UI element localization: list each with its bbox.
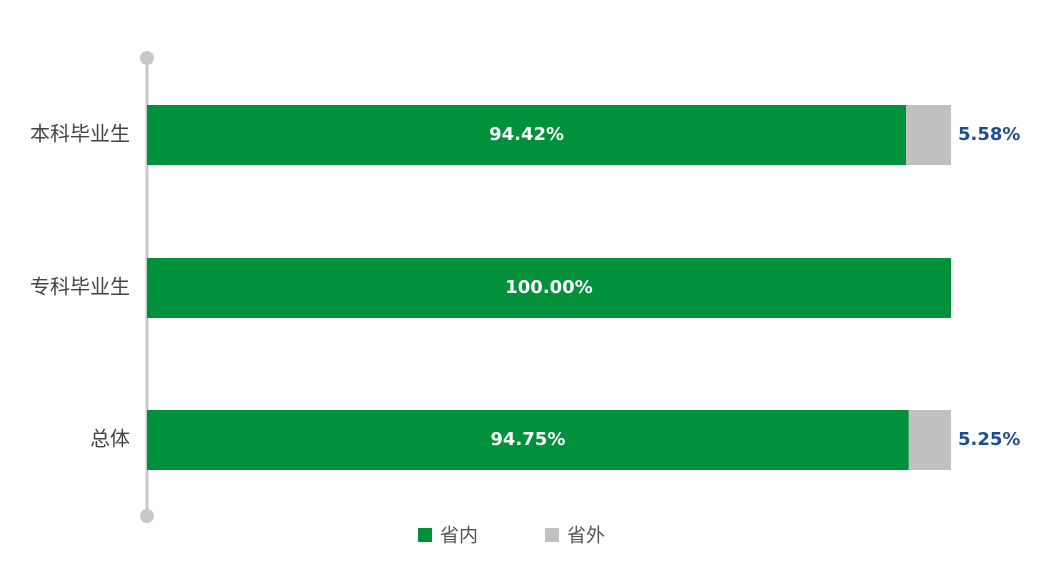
category-label: 专科毕业生 (30, 275, 130, 299)
bar-segment (906, 105, 951, 165)
value-label: 94.42% (489, 124, 564, 145)
bar-segment (147, 105, 907, 165)
legend-swatch (545, 528, 559, 542)
legend-label: 省内 (440, 525, 478, 547)
value-label: 5.58% (958, 124, 1020, 145)
legend-swatch (418, 528, 432, 542)
bar-segment (908, 410, 951, 470)
bar-segment (147, 258, 951, 318)
axis-cap (140, 51, 154, 65)
category-label: 总体 (90, 427, 130, 451)
value-label: 100.00% (505, 277, 593, 298)
category-label: 本科毕业生 (30, 122, 130, 146)
legend-label: 省外 (567, 525, 605, 547)
value-label: 5.25% (958, 429, 1020, 450)
bar-segment (147, 410, 909, 470)
value-label: 94.75% (490, 429, 565, 450)
axis-cap (140, 509, 154, 523)
